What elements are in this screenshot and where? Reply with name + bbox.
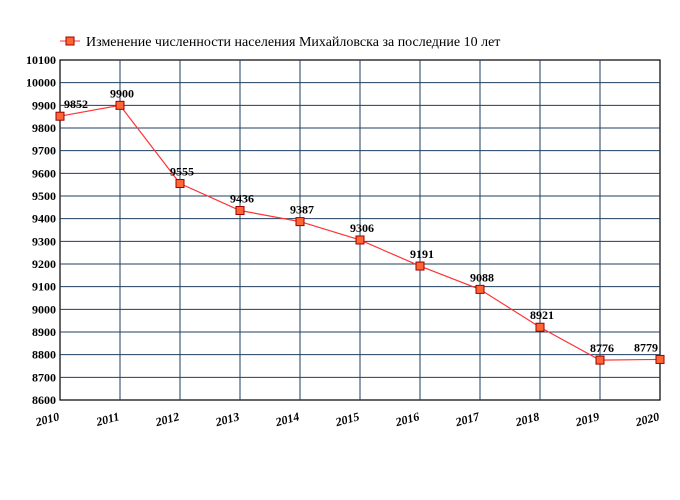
y-tick-label: 9200: [32, 257, 56, 271]
data-point-marker: [595, 355, 605, 365]
x-tick-label: 2014: [273, 409, 301, 429]
data-label: 9436: [230, 192, 254, 206]
grid-lines: [60, 60, 660, 400]
data-point-marker: [295, 217, 305, 227]
x-tick-label: 2018: [513, 409, 541, 429]
x-axis-tick-labels: 2010 2011 2012 2013 2014 2015 2016 2017 2018 2019…: [33, 409, 661, 429]
data-label: 8776: [590, 341, 614, 355]
x-tick-label: 2010: [33, 409, 61, 429]
data-label: 9088: [470, 270, 494, 284]
y-tick-label: 9000: [32, 302, 56, 316]
legend-marker: [65, 36, 75, 46]
data-label: 9900: [110, 86, 134, 100]
y-tick-label: 10100: [26, 53, 56, 67]
y-tick-label: 8600: [32, 393, 56, 407]
data-point-marker: [475, 284, 485, 294]
data-label: 9306: [350, 221, 374, 235]
y-tick-label: 9500: [32, 189, 56, 203]
data-label: 8921: [530, 308, 554, 322]
x-tick-label: 2017: [453, 409, 482, 429]
data-point-marker: [655, 354, 665, 364]
x-tick-label: 2019: [573, 409, 601, 429]
x-tick-label: 2012: [153, 409, 181, 429]
data-label: 8779: [634, 340, 658, 354]
x-tick-label: 2013: [213, 409, 241, 429]
y-tick-label: 9900: [32, 98, 56, 112]
y-tick-label: 9100: [32, 280, 56, 294]
legend: Изменение численности населения Михайлов…: [60, 35, 500, 50]
data-labels: 9852 9900 9555 9436 9387 9306 9191 9088 8921 8776…: [64, 86, 658, 355]
data-label: 9555: [170, 165, 194, 179]
x-tick-label: 2015: [333, 409, 361, 429]
data-label: 9852: [64, 97, 88, 111]
x-tick-label: 2016: [393, 409, 421, 429]
y-tick-label: 9300: [32, 234, 56, 248]
y-tick-label: 8800: [32, 348, 56, 362]
legend-entry-label: Изменение численности населения Михайлов…: [86, 35, 500, 50]
x-tick-label: 2020: [633, 409, 661, 429]
data-label: 9191: [410, 247, 434, 261]
y-tick-label: 9700: [32, 144, 56, 158]
y-tick-label: 9600: [32, 166, 56, 180]
y-tick-label: 9400: [32, 212, 56, 226]
data-point-marker: [55, 111, 65, 121]
x-tick-label: 2011: [94, 409, 121, 429]
data-point-marker: [355, 235, 365, 245]
y-tick-label: 9800: [32, 121, 56, 135]
y-tick-label: 10000: [26, 76, 56, 90]
data-point-marker: [235, 206, 245, 216]
y-axis-tick-labels: 8600 8700 8800 8900 9000 9100 9200 9300 9400 9500…: [26, 53, 56, 407]
data-point-marker: [175, 179, 185, 189]
data-point-marker: [415, 261, 425, 271]
series-markers: [55, 100, 665, 365]
data-point-marker: [115, 100, 125, 110]
y-tick-label: 8700: [32, 370, 56, 384]
data-label: 9387: [290, 203, 314, 217]
data-point-marker: [535, 322, 545, 332]
y-tick-label: 8900: [32, 325, 56, 339]
